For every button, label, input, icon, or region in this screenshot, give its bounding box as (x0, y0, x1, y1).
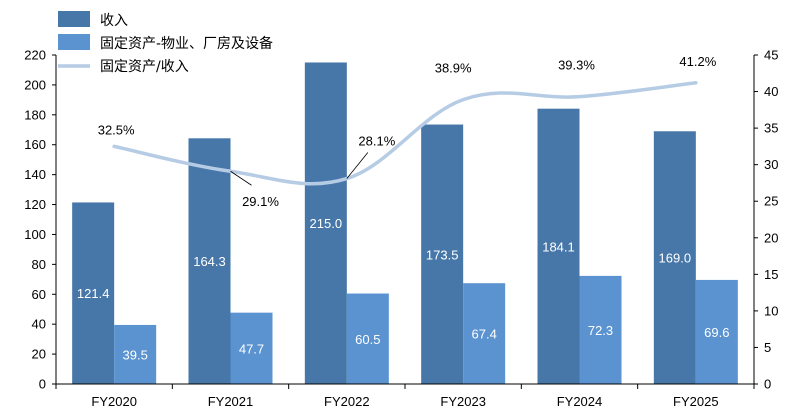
left-tick-label: 0 (39, 377, 46, 392)
right-tick-label: 0 (764, 377, 771, 392)
bar-value-label: 67.4 (472, 327, 497, 342)
right-tick-label: 15 (764, 267, 778, 282)
bar-value-label: 60.5 (355, 332, 380, 347)
legend-swatch-fixed-assets (58, 34, 90, 50)
bar-fixed-assets (346, 293, 389, 384)
left-tick-label: 180 (24, 107, 46, 122)
legend-label: 收入 (100, 13, 128, 29)
line-value-label: 29.1% (242, 194, 279, 209)
right-tick-label: 30 (764, 157, 778, 172)
right-tick-label: 20 (764, 230, 778, 245)
bar-value-label: 215.0 (310, 216, 343, 231)
bar-revenue (421, 124, 464, 384)
left-tick-label: 100 (24, 227, 46, 242)
left-tick-label: 140 (24, 167, 46, 182)
bar-value-label: 169.0 (659, 251, 692, 266)
bar-fixed-assets (695, 279, 738, 384)
left-tick-label: 220 (24, 48, 46, 63)
bar-fixed-assets (230, 312, 273, 384)
ratio-line (112, 81, 698, 186)
category-label: FY2020 (91, 394, 137, 409)
right-tick-label: 40 (764, 84, 778, 99)
bar-series: 121.4 39.5 164.3 47.7 215.0 60.5 173.5 67.4 184.… (72, 62, 738, 385)
left-tick-label: 80 (32, 257, 46, 272)
category-label: FY2022 (324, 394, 370, 409)
right-axis: 0 5 10 15 20 25 30 35 40 45 (753, 48, 778, 392)
bar-value-label: 69.6 (704, 325, 729, 340)
bar-value-label: 39.5 (123, 347, 148, 362)
bar-value-label: 184.1 (542, 239, 575, 254)
category-label: FY2021 (208, 394, 254, 409)
bar-fixed-assets (579, 275, 622, 384)
line-value-label: 38.9% (435, 61, 472, 76)
bar-revenue (537, 108, 580, 384)
x-axis: FY2020 FY2021 FY2022 FY2023 FY2024 FY2025 (55, 383, 755, 409)
right-tick-label: 10 (764, 303, 778, 318)
bar-value-label: 72.3 (588, 323, 613, 338)
bar-revenue (72, 202, 115, 384)
line-value-label: 32.5% (98, 122, 135, 137)
line-series: 32.5% 29.1% 28.1% 38.9% 39.3% 41.2% (98, 54, 717, 209)
bar-revenue (304, 62, 347, 385)
right-tick-label: 5 (764, 340, 771, 355)
left-tick-label: 120 (24, 197, 46, 212)
category-label: FY2024 (557, 394, 603, 409)
bar-value-label: 173.5 (426, 247, 459, 262)
category-label: FY2023 (440, 394, 486, 409)
category-label: FY2025 (673, 394, 719, 409)
line-value-label: 28.1% (358, 134, 395, 149)
line-value-label: 39.3% (558, 58, 595, 73)
bar-revenue (653, 131, 696, 384)
bar-fixed-assets (463, 283, 506, 384)
bar-value-label: 47.7 (239, 341, 264, 356)
line-value-label: 41.2% (679, 54, 716, 69)
left-tick-label: 60 (32, 287, 46, 302)
left-tick-label: 20 (32, 347, 46, 362)
bar-value-label: 164.3 (193, 254, 226, 269)
bar-revenue (188, 138, 231, 384)
label-leader-line (346, 152, 369, 179)
right-tick-label: 25 (764, 194, 778, 209)
label-leader-line (230, 170, 252, 186)
left-tick-label: 200 (24, 77, 46, 92)
left-tick-label: 160 (24, 137, 46, 152)
left-tick-label: 40 (32, 317, 46, 332)
right-tick-label: 45 (764, 48, 778, 63)
legend-label: 固定资产-物业、厂房及设备 (100, 35, 273, 52)
right-tick-label: 35 (764, 121, 778, 136)
bar-fixed-assets (114, 324, 157, 384)
left-axis: 0 20 40 60 80 100 120 140 160 180 200 220 (24, 48, 57, 392)
bar-value-label: 121.4 (77, 286, 110, 301)
legend-swatch-revenue (58, 11, 90, 27)
legend-label: 固定资产/收入 (100, 59, 189, 75)
